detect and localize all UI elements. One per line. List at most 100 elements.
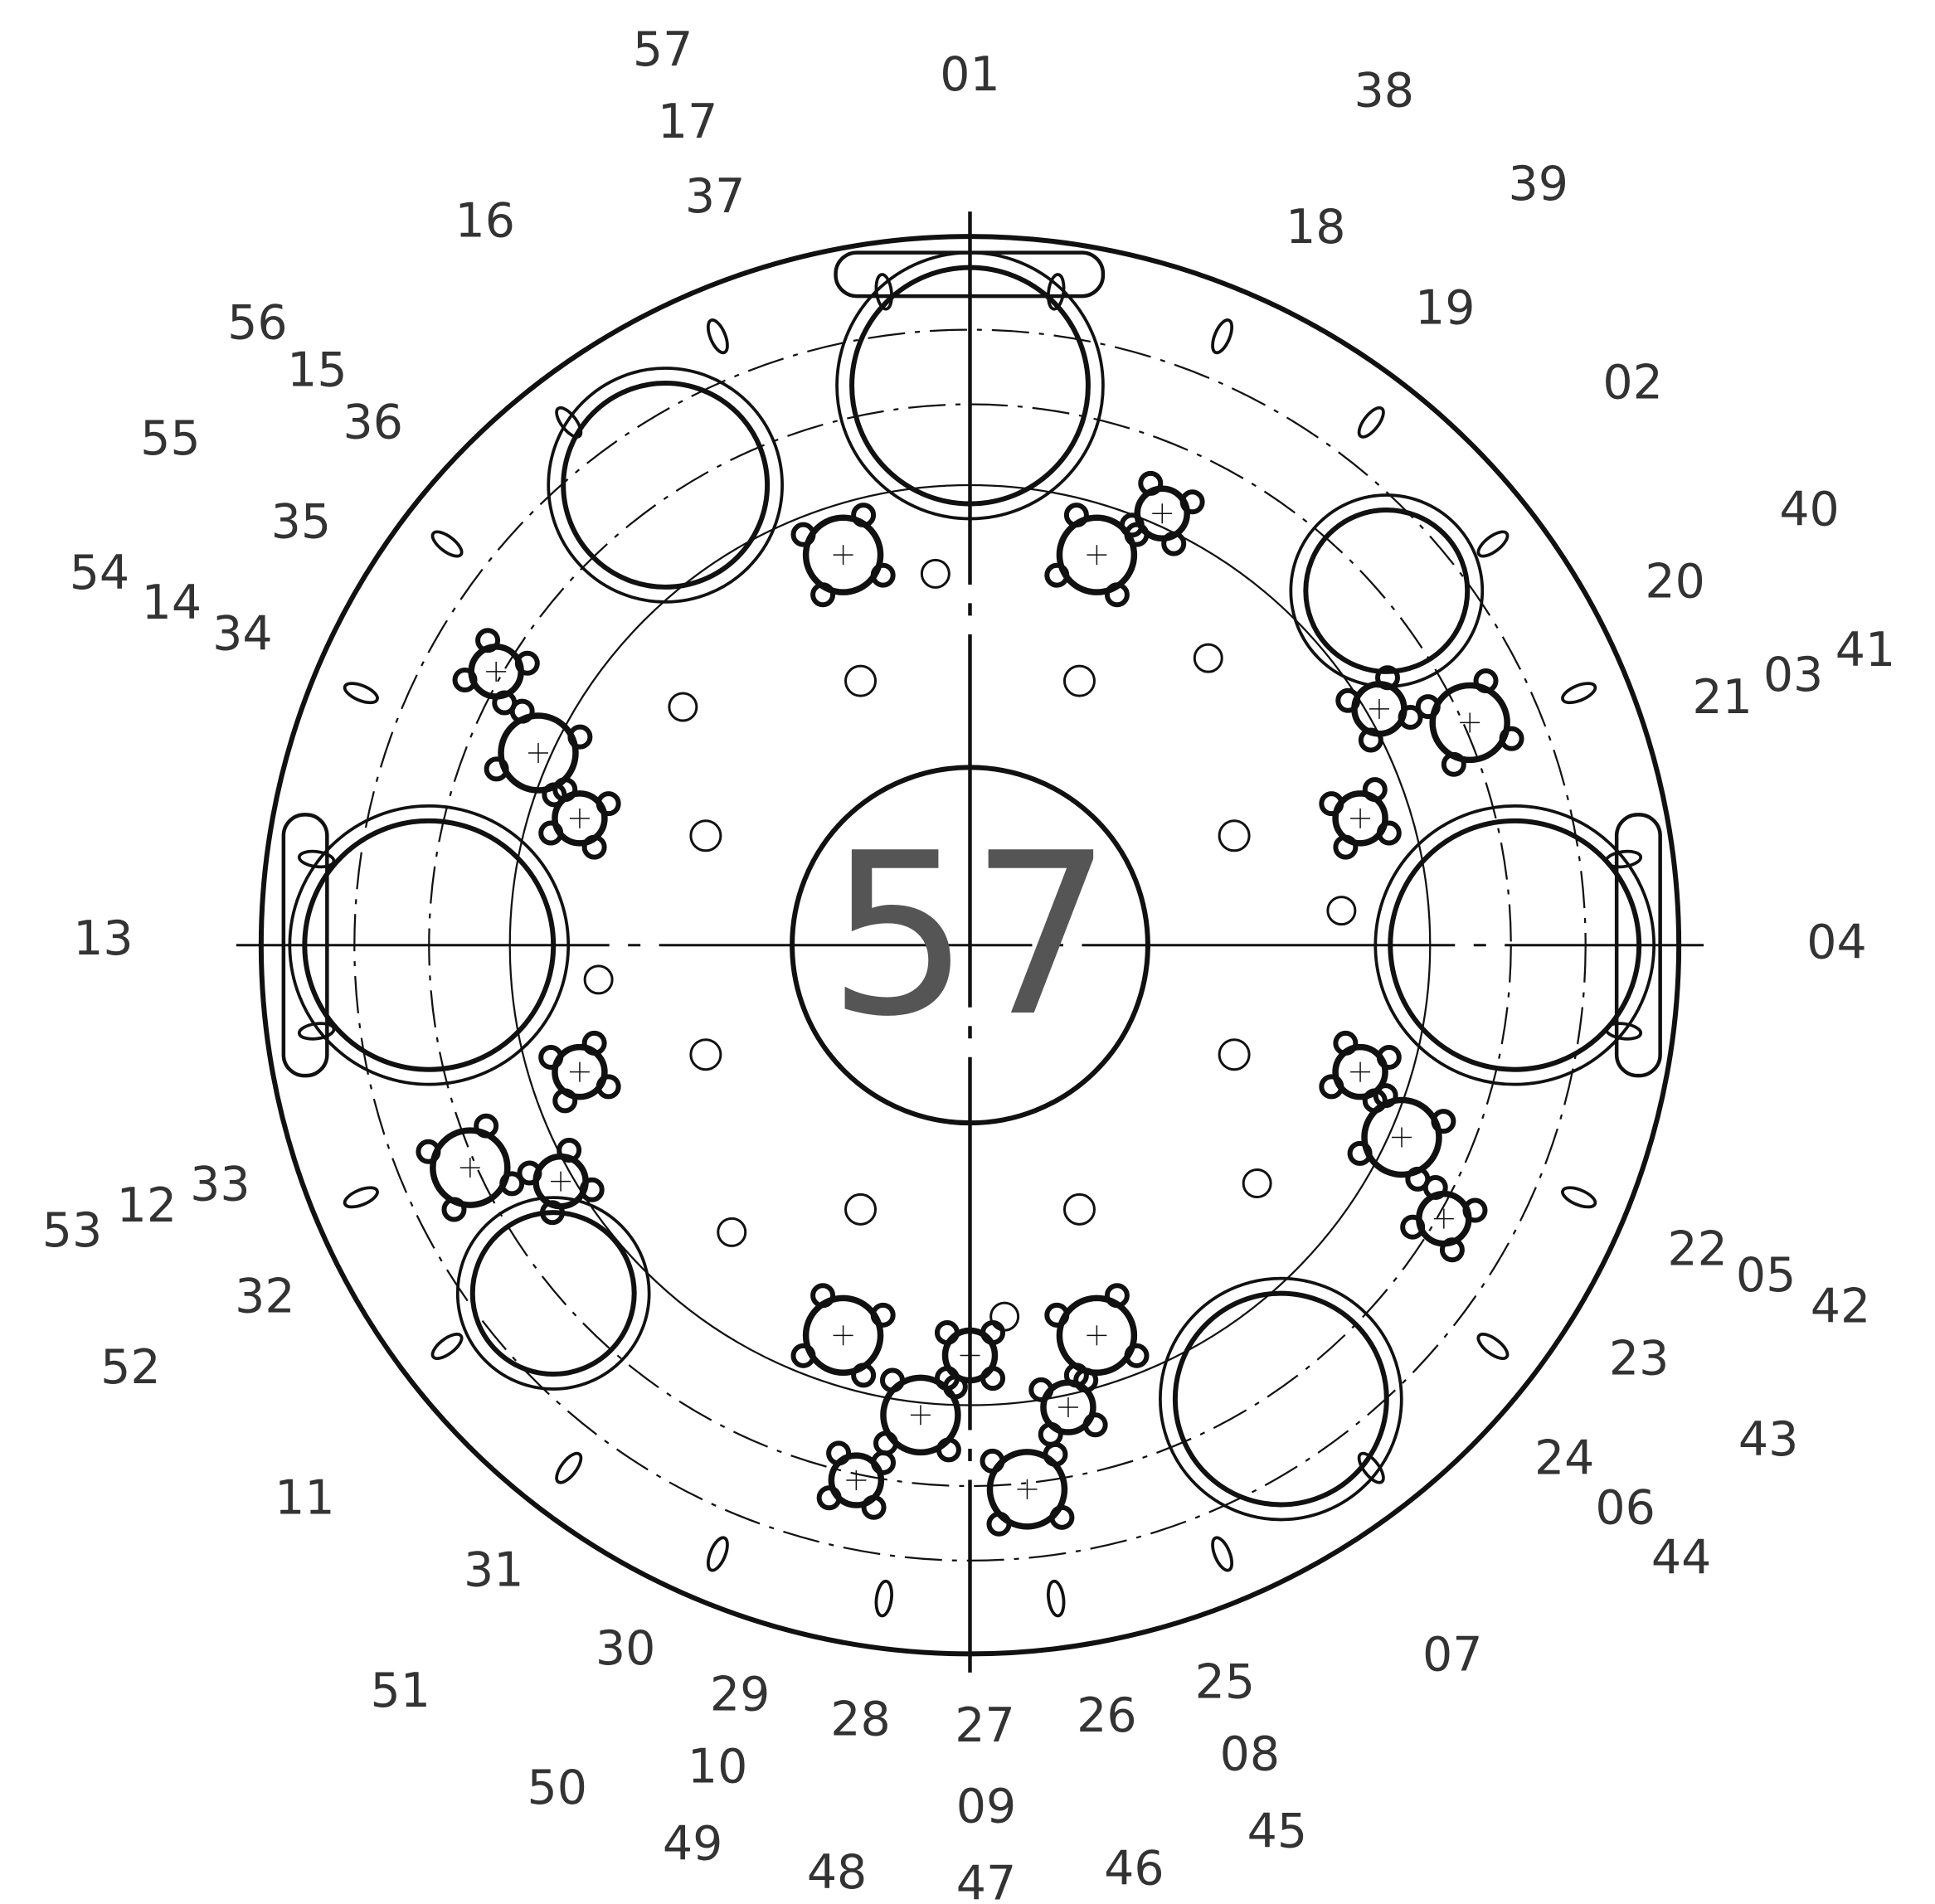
pocket xyxy=(1332,790,1388,847)
bore xyxy=(561,381,771,590)
pocket xyxy=(1351,681,1407,737)
pocket xyxy=(468,644,524,700)
part-label: 12 xyxy=(117,1178,177,1233)
slot xyxy=(281,813,329,1078)
pocket xyxy=(1040,1379,1096,1435)
hole xyxy=(920,558,950,589)
hole xyxy=(668,692,698,722)
part-label: 32 xyxy=(235,1270,295,1324)
pocket xyxy=(1416,1190,1472,1247)
pocket xyxy=(802,1294,884,1377)
part-label: 21 xyxy=(1692,670,1752,725)
rim-slot xyxy=(1357,1451,1385,1484)
part-label: 28 xyxy=(830,1692,891,1746)
bore xyxy=(469,1210,637,1377)
part-label: 39 xyxy=(1508,157,1568,211)
part-label: 52 xyxy=(100,1340,160,1395)
rim-slot xyxy=(1604,849,1643,869)
rim-slot xyxy=(1561,1186,1597,1209)
bore xyxy=(1303,507,1471,674)
pocket xyxy=(1056,514,1138,595)
rim-slot xyxy=(1561,682,1597,705)
rim-slot xyxy=(1357,406,1385,439)
part-label: 02 xyxy=(1602,356,1662,410)
bore-ring xyxy=(288,804,571,1086)
part-label: 16 xyxy=(455,194,515,249)
pocket xyxy=(941,1327,999,1384)
part-label: 25 xyxy=(1195,1654,1256,1709)
bore-ring xyxy=(547,367,784,604)
part-label: 48 xyxy=(807,1845,868,1900)
hole xyxy=(989,1301,1020,1332)
rim-slot xyxy=(1476,1333,1510,1361)
hole xyxy=(1062,1192,1096,1226)
hole xyxy=(1218,819,1251,852)
pocket xyxy=(532,1153,589,1210)
part-label: 50 xyxy=(527,1761,587,1815)
pocket xyxy=(986,1449,1068,1530)
rim-slot xyxy=(874,1579,893,1618)
part-label: 42 xyxy=(1811,1280,1871,1334)
hole xyxy=(1218,1038,1251,1071)
hole xyxy=(844,664,878,697)
part-label: 07 xyxy=(1422,1628,1482,1683)
slot xyxy=(1614,813,1662,1078)
hole xyxy=(717,1217,747,1247)
pocket xyxy=(1361,1096,1442,1178)
part-label: 17 xyxy=(658,95,718,149)
hole xyxy=(583,964,614,995)
rim-slot xyxy=(430,1333,464,1361)
pocket xyxy=(552,1043,608,1100)
part-label: 19 xyxy=(1415,281,1475,336)
pocket xyxy=(430,1127,511,1208)
part-label: 45 xyxy=(1247,1804,1308,1858)
part-label: 27 xyxy=(955,1698,1015,1753)
rim-slot xyxy=(706,1536,729,1572)
part-label: 26 xyxy=(1077,1688,1137,1743)
part-label: 09 xyxy=(956,1779,1017,1834)
part-label: 18 xyxy=(1286,200,1346,255)
part-label: 57 xyxy=(633,22,693,77)
part-label: 51 xyxy=(371,1664,430,1718)
rim-slot xyxy=(1047,1579,1066,1618)
part-label: 38 xyxy=(1354,63,1414,118)
pocket xyxy=(1429,682,1510,764)
rim-slot xyxy=(1476,530,1510,558)
rim-slot xyxy=(1211,1536,1234,1572)
part-label: 36 xyxy=(343,396,403,450)
bore-ring xyxy=(1373,804,1656,1086)
hole xyxy=(1242,1168,1272,1199)
hole xyxy=(844,1192,878,1226)
part-label: 40 xyxy=(1779,483,1840,537)
part-label: 20 xyxy=(1645,555,1705,610)
bore xyxy=(302,818,557,1072)
part-label: 22 xyxy=(1667,1222,1728,1277)
part-label: 11 xyxy=(275,1471,335,1526)
pocket xyxy=(1332,1043,1388,1100)
hole xyxy=(1193,643,1223,673)
pocket xyxy=(1056,1294,1138,1377)
pocket xyxy=(552,790,608,847)
hole xyxy=(689,1038,722,1071)
rim-slot xyxy=(706,318,729,355)
pocket xyxy=(802,514,884,595)
rim-slot xyxy=(555,1451,583,1484)
part-label: 41 xyxy=(1835,623,1896,678)
rim-slot xyxy=(343,682,379,705)
rim-slot xyxy=(430,530,464,558)
part-label: 30 xyxy=(596,1621,656,1676)
bore-ring xyxy=(455,1196,651,1391)
plate-drawing xyxy=(236,211,1704,1673)
part-label: 46 xyxy=(1104,1841,1164,1896)
part-label: 06 xyxy=(1595,1481,1655,1536)
part-label: 14 xyxy=(142,576,202,630)
part-label: 47 xyxy=(956,1856,1017,1904)
bore xyxy=(849,265,1091,507)
part-label: 31 xyxy=(464,1543,524,1598)
hole xyxy=(689,819,722,852)
bore-ring xyxy=(1289,493,1485,688)
pocket xyxy=(498,712,579,794)
part-label: 49 xyxy=(663,1816,723,1871)
part-label: 55 xyxy=(140,411,201,466)
